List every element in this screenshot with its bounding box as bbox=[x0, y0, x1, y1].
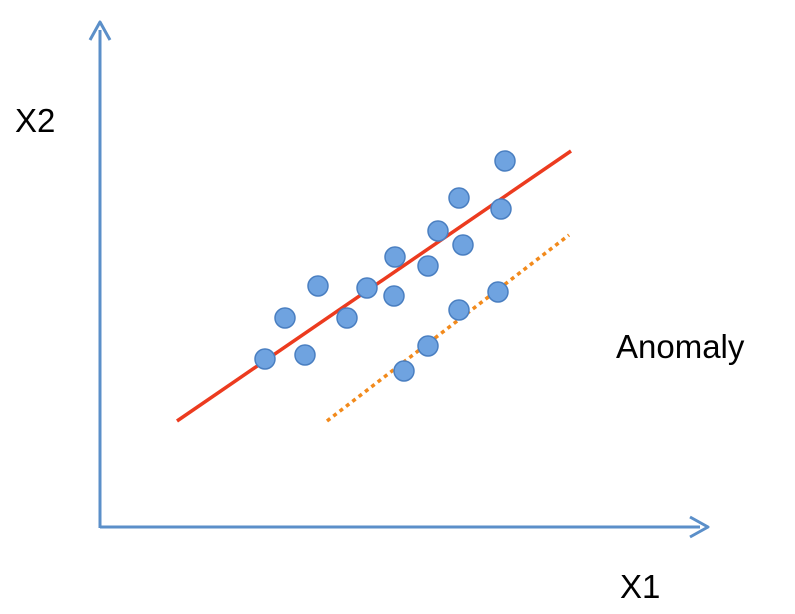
data-point bbox=[494, 150, 516, 172]
x-axis-arrow-icon bbox=[689, 515, 710, 539]
data-point bbox=[448, 299, 470, 321]
y-axis-label: X2 bbox=[15, 102, 55, 139]
data-point bbox=[452, 234, 474, 256]
x-axis-label: X1 bbox=[620, 568, 660, 605]
data-point bbox=[307, 275, 329, 297]
data-points bbox=[254, 150, 516, 382]
data-point bbox=[274, 307, 296, 329]
y-axis-arrow-icon bbox=[88, 20, 112, 41]
data-point bbox=[427, 220, 449, 242]
data-point bbox=[487, 281, 509, 303]
anomaly-line bbox=[325, 233, 571, 423]
data-point bbox=[294, 344, 316, 366]
axes bbox=[88, 20, 710, 539]
data-point bbox=[417, 335, 439, 357]
data-point bbox=[336, 307, 358, 329]
anomaly-label: Anomaly bbox=[616, 328, 745, 365]
data-point bbox=[384, 246, 406, 268]
data-point bbox=[393, 360, 415, 382]
data-point bbox=[448, 187, 470, 209]
data-point bbox=[383, 285, 405, 307]
data-point bbox=[356, 277, 378, 299]
data-point bbox=[417, 255, 439, 277]
data-point bbox=[490, 198, 512, 220]
data-point bbox=[254, 348, 276, 370]
